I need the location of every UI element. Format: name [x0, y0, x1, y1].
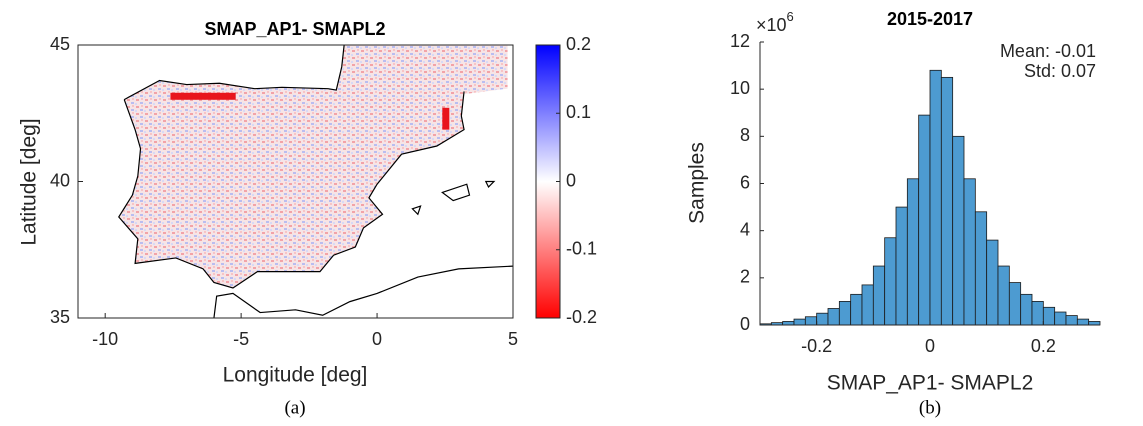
- colorbar-tick-label: -0.1: [566, 239, 597, 259]
- multiplier-exponent: 6: [787, 9, 794, 24]
- coastline: [118, 91, 465, 289]
- x-tick-label: -0.2: [801, 336, 832, 356]
- y-tick-label: 35: [50, 307, 70, 327]
- y-tick-label: 12: [730, 31, 750, 51]
- bar: [929, 69, 942, 326]
- island: [441, 183, 471, 202]
- bar: [850, 293, 863, 326]
- annotation: Std: 0.07: [1024, 61, 1096, 81]
- bar: [1042, 306, 1056, 326]
- x-tick-label: 0: [925, 336, 935, 356]
- bar: [963, 178, 976, 326]
- y-tick-label: 2: [740, 267, 750, 287]
- bar: [804, 316, 818, 326]
- y-axis-label: Latitude [deg]: [18, 118, 41, 245]
- y-tick-label: 40: [50, 170, 70, 190]
- y-tick-label: 6: [740, 172, 750, 192]
- bar: [872, 265, 886, 326]
- bar: [918, 114, 931, 326]
- y-tick-label: 8: [740, 125, 750, 145]
- bar: [940, 76, 954, 326]
- annotation: Mean: -0.01: [1000, 41, 1096, 61]
- bar: [1088, 321, 1101, 326]
- bar: [782, 321, 795, 326]
- bar: [986, 239, 999, 326]
- hist-title: 2015-2017: [887, 9, 973, 29]
- x-axis-label: Longitude [deg]: [223, 364, 368, 387]
- y-tick-label: 45: [50, 34, 70, 54]
- x-tick-label: -5: [233, 329, 249, 349]
- bar: [952, 135, 965, 326]
- y-tick-label: 10: [730, 78, 750, 98]
- red-band: [442, 107, 450, 130]
- bar: [1031, 301, 1044, 326]
- x-tick-label: 0: [372, 329, 382, 349]
- bar: [895, 206, 908, 326]
- colorbar-tick-label: 0.2: [566, 34, 591, 54]
- x-tick-label: -10: [92, 329, 118, 349]
- data-region: [118, 45, 508, 288]
- bar: [838, 301, 852, 326]
- island: [484, 180, 496, 188]
- bar: [827, 308, 840, 326]
- red-band: [170, 92, 236, 100]
- bar: [1054, 311, 1067, 326]
- bar: [997, 265, 1010, 326]
- y-multiplier: ×106: [756, 9, 794, 34]
- bar: [1020, 293, 1033, 326]
- bar: [861, 284, 874, 326]
- coastline: [213, 265, 513, 318]
- y-tick-label: 4: [740, 219, 750, 239]
- colorbar-tick-label: 0.1: [566, 102, 591, 122]
- caption: (b): [919, 397, 941, 418]
- map-title: SMAP_AP1- SMAPL2: [204, 19, 385, 39]
- island: [411, 205, 422, 216]
- x-tick-label: 0.2: [1031, 336, 1056, 356]
- x-axis-label: SMAP_AP1- SMAPL2: [827, 372, 1034, 395]
- bar: [1076, 318, 1090, 326]
- x-tick-label: 5: [508, 329, 518, 349]
- bar: [816, 312, 829, 326]
- bar: [884, 237, 897, 326]
- bar: [1065, 315, 1078, 326]
- bar: [793, 318, 806, 326]
- y-tick-label: 0: [740, 314, 750, 334]
- coastline: [123, 45, 345, 101]
- colorbar-tick-label: 0: [566, 170, 576, 190]
- y-axis-label: Samples: [686, 142, 709, 224]
- map-area: [118, 45, 513, 318]
- bar: [974, 211, 988, 326]
- bar: [1008, 282, 1022, 326]
- multiplier-base: ×10: [756, 15, 787, 35]
- bar: [906, 178, 920, 326]
- caption: (a): [284, 397, 305, 418]
- colorbar-tick-label: -0.2: [566, 307, 597, 327]
